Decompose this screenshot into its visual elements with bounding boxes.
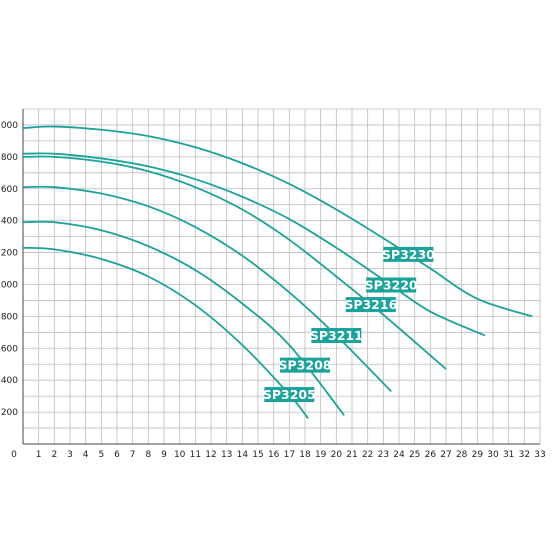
series-line-sp3230 [22,125,533,318]
x-tick-label: 7 [130,450,136,460]
curves [22,125,533,420]
x-tick-label: 21 [346,450,357,460]
x-tick-label: 12 [205,450,216,460]
x-tick-label: 27 [440,450,451,460]
series-label-text: SP3220 [365,278,418,293]
y-tick-label: 200 [1,408,18,418]
y-tick-label: 600 [1,344,18,354]
series-label-sp3208: SP3208 [279,357,332,373]
y-tick-label: 1800 [0,153,18,163]
x-tick-label: 32 [519,450,530,460]
x-tick-label: 23 [378,450,389,460]
y-tick-label: 1400 [0,217,18,227]
x-tick-label: 26 [425,450,437,460]
x-tick-label: 18 [299,450,311,460]
series-label-sp3230: SP3230 [382,246,435,262]
series-label-sp3205: SP3205 [263,387,316,403]
x-tick-label: 4 [83,450,89,460]
x-tick-label: 15 [252,450,263,460]
series-label-text: SP3230 [382,247,435,262]
series-line-sp3220 [22,152,486,337]
x-tick-label: 33 [534,450,545,460]
series-label-sp3211: SP3211 [310,328,363,344]
x-tick-label: 31 [503,450,514,460]
x-tick-label: 14 [237,450,249,460]
series-label-box [383,246,434,262]
x-tick-label: 10 [174,450,186,460]
x-tick-label: 9 [161,450,167,460]
series-line-sp3211 [22,185,392,392]
x-tick-label: 8 [145,450,151,460]
tick-labels: 0 1 2 3 4 5 6 7 8 9 10 11 12 13 14 15 16 17 18 19 20 21 22 23 24… [0,121,546,460]
x-tick-label: 3 [67,450,73,460]
series-labels: SP3230 SP3220 SP3216 SP3211 SP3208 SP3205 [263,246,435,403]
series-label-sp3220: SP3220 [365,277,418,293]
x-tick-label: 19 [315,450,327,460]
y-tick-label: 800 [1,312,18,322]
y-tick-label: 2000 [0,121,18,131]
series-label-text: SP3205 [263,387,316,402]
x-tick-label: 6 [114,450,120,460]
x-tick-label: 11 [190,450,201,460]
series-label-box [264,387,315,403]
axes [22,109,540,445]
y-tick-label: 1000 [0,280,18,290]
x-tick-label: 1 [36,450,42,460]
series-label-text: SP3211 [310,328,363,343]
x-tick-label: 25 [409,450,420,460]
x-tick-label: 5 [98,450,104,460]
x-tick-label: 30 [487,450,499,460]
x-tick-label: 2 [51,450,57,460]
x-tick-label: 28 [456,450,468,460]
x-tick-label: 17 [284,450,295,460]
series-label-text: SP3216 [344,297,397,312]
x-tick-label: 0 [11,450,17,460]
series-label-box [311,328,362,344]
x-tick-label: 22 [362,450,373,460]
series-line-sp3208 [22,220,345,416]
x-tick-label: 24 [393,450,405,460]
series-label-sp3216: SP3216 [344,297,398,313]
series-label-box [366,277,417,293]
x-tick-label: 20 [331,450,343,460]
x-tick-label: 13 [221,450,232,460]
y-tick-label: 400 [1,376,18,386]
y-tick-label: 1600 [0,185,18,195]
series-label-box [280,357,330,373]
y-tick-label: 1200 [0,249,18,259]
x-tick-label: 16 [268,450,280,460]
x-tick-label: 29 [472,450,484,460]
series-label-box [345,297,396,313]
series-label-text: SP3208 [279,358,332,373]
